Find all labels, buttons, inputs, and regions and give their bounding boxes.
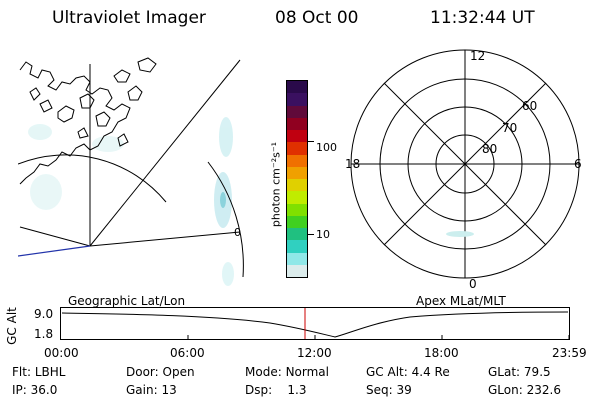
colorbar-segment <box>287 215 307 228</box>
colorbar-segment <box>287 142 307 155</box>
colorbar-segment <box>287 154 307 167</box>
instrument-title: Ultraviolet Imager <box>52 8 206 28</box>
mlt-label-6: 6 <box>574 157 582 171</box>
colorbar-segment <box>287 264 307 277</box>
colorbar-segment <box>287 93 307 106</box>
polar-auroral-emission <box>446 231 474 237</box>
timeline-right-label: Apex MLat/MLT <box>416 294 506 308</box>
colorbar-segment <box>287 191 307 204</box>
mlt-label-12: 12 <box>470 49 485 63</box>
timeline-axis-title: GC Alt <box>5 307 19 345</box>
colorbar-segment <box>287 228 307 241</box>
satellite-track <box>18 245 91 257</box>
colorbar-tick-mark <box>308 234 314 235</box>
altitude-curve <box>61 311 569 338</box>
polar-plot: 12 18 6 0 60 70 80 <box>345 49 582 291</box>
timeline-x-tick-0: 00:00 <box>44 346 79 360</box>
status-gc-alt: GC Alt: 4.4 Re <box>366 365 450 379</box>
timeline-left-label: Geographic Lat/Lon <box>68 294 186 308</box>
status-gain: Gain: 13 <box>126 383 177 397</box>
colorbar-segment <box>287 117 307 130</box>
colorbar-tick-10: 10 <box>316 228 330 241</box>
colorbar-segment <box>287 179 307 192</box>
observation-date: 08 Oct 00 <box>275 8 359 28</box>
status-mode: Mode: Normal <box>245 365 329 379</box>
observation-time: 11:32:44 UT <box>430 8 535 28</box>
colorbar-tick-100: 100 <box>316 141 337 154</box>
mlat-label-60: 60 <box>522 99 537 113</box>
geographic-map-panel: 0 <box>18 57 244 286</box>
mlat-label-80: 80 <box>482 142 497 156</box>
colorbar <box>286 80 308 278</box>
status-glat: GLat: 79.5 <box>488 365 551 379</box>
status-seq: Seq: 39 <box>366 383 412 397</box>
auroral-emission <box>28 117 234 286</box>
mlat-label-70: 70 <box>502 121 517 135</box>
status-ip: IP: 36.0 <box>12 383 58 397</box>
colorbar-segment <box>287 105 307 118</box>
colorbar-segment <box>287 252 307 265</box>
timeline-x-tick-3: 18:00 <box>424 346 459 360</box>
colorbar-segment <box>287 130 307 143</box>
colorbar-segment <box>287 166 307 179</box>
colorbar-segment <box>287 240 307 253</box>
coastlines <box>19 57 157 185</box>
status-glon: GLon: 232.6 <box>488 383 561 397</box>
status-filter: Flt: LBHL <box>12 365 66 379</box>
status-dsp: Dsp: 1.3 <box>245 383 307 397</box>
altitude-timeline <box>60 307 570 340</box>
timeline-x-tick-4: 23:59 <box>552 346 587 360</box>
mlt-label-0: 0 <box>469 277 477 291</box>
status-door: Door: Open <box>126 365 195 379</box>
mlt-label-18: 18 <box>345 157 360 171</box>
timeline-y-tick-top: 9.0 <box>34 307 54 321</box>
map-corner-label: 0 <box>234 226 241 239</box>
lat-lon-grid <box>18 59 244 278</box>
colorbar-segment <box>287 203 307 216</box>
colorbar-unit-label: photon cm⁻²s⁻¹ <box>269 141 283 228</box>
colorbar-segment <box>287 81 307 94</box>
timeline-x-tick-2: 12:00 <box>297 346 332 360</box>
colorbar-tick-mark <box>308 141 314 142</box>
timeline-x-tick-1: 06:00 <box>170 346 205 360</box>
timeline-y-tick-bottom: 1.8 <box>34 327 54 341</box>
